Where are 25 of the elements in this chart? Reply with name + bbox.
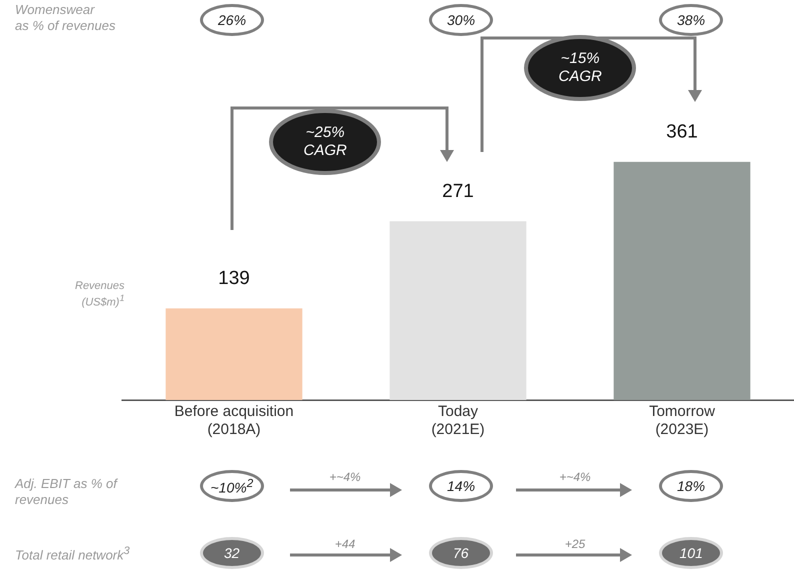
x-tick-label: Tomorrow (2023E) (649, 403, 716, 438)
text: ~10%$^{2}$ (210, 476, 254, 496)
text: Adj. EBIT as % of revenues (15, 476, 117, 508)
text: +~4% (328, 470, 362, 484)
text: +~4% (558, 470, 592, 484)
text: 14% (447, 478, 476, 494)
text: 76 (453, 544, 469, 562)
x-tick-label: Today (2021E) (431, 403, 485, 438)
text: +44 (334, 537, 356, 552)
text: 18% (677, 478, 706, 494)
text: 101 (680, 544, 703, 562)
annotation: Revenues (US$m)$^{1}$ (75, 280, 125, 310)
text: Total retail network$^{3}$ (15, 545, 130, 563)
text: 32 (224, 544, 240, 562)
data-label: 361 (666, 122, 698, 143)
x-tick-label: Before acquisition (2018A) (174, 403, 294, 438)
text: Womenswear as % of revenues (15, 2, 116, 34)
data-label: 139 (218, 268, 250, 290)
text: ~15% CAGR (558, 50, 602, 86)
text: 26% (218, 12, 246, 28)
text: 30% (447, 12, 476, 28)
text: ~25% CAGR (304, 124, 347, 160)
text: 38% (677, 12, 706, 28)
text: +25 (564, 537, 586, 552)
data-label: 271 (442, 181, 474, 202)
